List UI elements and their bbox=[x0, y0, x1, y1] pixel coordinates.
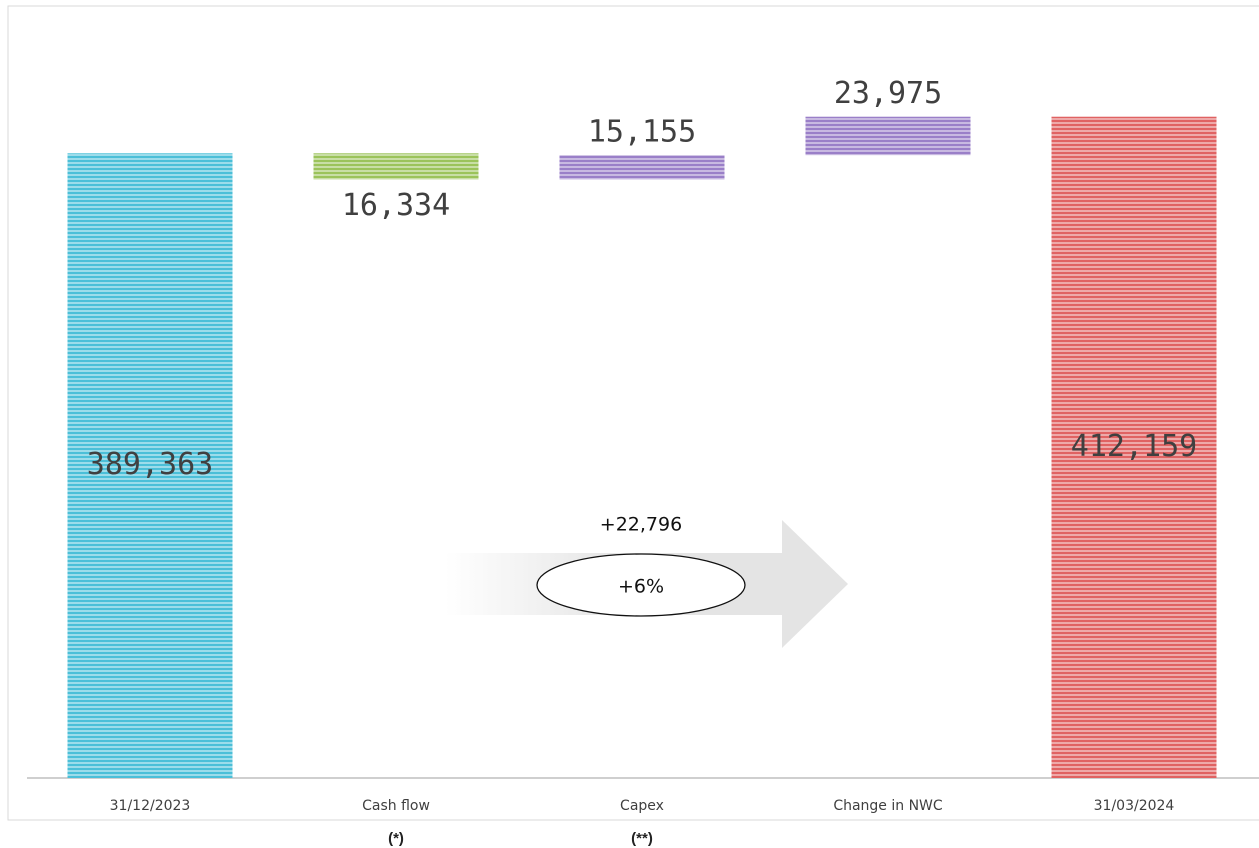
footnote: (*) bbox=[388, 830, 404, 847]
change-label: +22,796 bbox=[600, 514, 682, 536]
change-ellipse bbox=[536, 553, 746, 617]
bar bbox=[805, 116, 971, 156]
bar bbox=[67, 153, 233, 778]
x-tick-label: Cash flow bbox=[362, 798, 430, 814]
x-tick-label: 31/03/2024 bbox=[1094, 798, 1175, 814]
value-label: 23,975 bbox=[834, 76, 942, 111]
footnote: (**) bbox=[631, 830, 653, 847]
bar bbox=[313, 153, 479, 180]
x-tick-label: Capex bbox=[620, 798, 664, 814]
bar bbox=[559, 155, 725, 180]
value-label: 16,334 bbox=[342, 188, 450, 223]
frame bbox=[7, 5, 1259, 821]
value-label: 15,155 bbox=[588, 115, 696, 150]
bar bbox=[1051, 116, 1217, 778]
value-label: 412,159 bbox=[1071, 429, 1197, 464]
x-tick-label: Change in NWC bbox=[833, 798, 943, 814]
value-label: 389,363 bbox=[87, 447, 213, 482]
x-tick-label: 31/12/2023 bbox=[110, 798, 191, 814]
change-pct-label: +6% bbox=[618, 576, 664, 598]
